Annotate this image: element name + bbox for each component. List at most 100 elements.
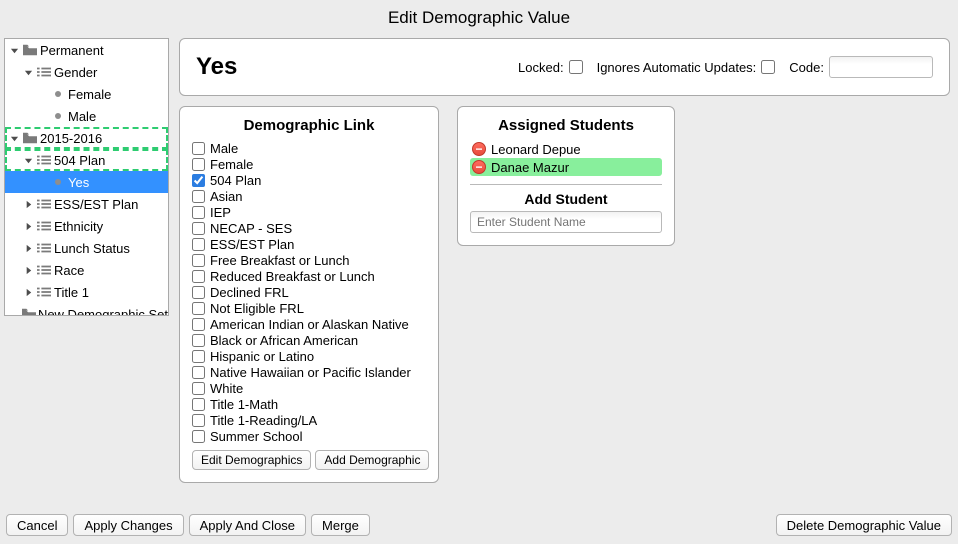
demographic-link-checkbox[interactable] (192, 382, 205, 395)
demographic-link-item[interactable]: NECAP - SES (192, 220, 426, 236)
add-demographic-button[interactable]: Add Demographic (315, 450, 429, 470)
demographic-link-item[interactable]: IEP (192, 204, 426, 220)
header-panel: Yes Locked: Ignores Automatic Updates: C… (179, 38, 950, 96)
demographic-link-item[interactable]: Black or African American (192, 332, 426, 348)
tree-row[interactable]: Race (5, 259, 168, 281)
chevron-right-icon[interactable] (23, 287, 34, 298)
code-input[interactable] (829, 56, 933, 78)
cancel-button[interactable]: Cancel (6, 514, 68, 536)
demographic-link-item[interactable]: White (192, 380, 426, 396)
demographic-link-label: Summer School (210, 429, 302, 444)
demographic-link-label: Not Eligible FRL (210, 301, 304, 316)
apply-changes-button[interactable]: Apply Changes (73, 514, 183, 536)
add-student-input[interactable] (470, 211, 662, 233)
remove-student-icon[interactable]: − (472, 142, 486, 156)
chevron-down-icon[interactable] (9, 133, 20, 144)
demographic-link-checkbox[interactable] (192, 142, 205, 155)
demographic-link-checkbox[interactable] (192, 158, 205, 171)
remove-student-icon[interactable]: − (472, 160, 486, 174)
tree-row[interactable]: Permanent (5, 39, 168, 61)
tree-row[interactable]: Gender (5, 61, 168, 83)
demographic-link-checkbox[interactable] (192, 174, 205, 187)
merge-button[interactable]: Merge (311, 514, 370, 536)
locked-checkbox[interactable] (569, 60, 583, 74)
folder-icon (21, 308, 36, 316)
demographic-link-checkbox[interactable] (192, 350, 205, 363)
demographic-link-checkbox[interactable] (192, 334, 205, 347)
demographic-link-label: Asian (210, 189, 243, 204)
demographic-link-checkbox[interactable] (192, 206, 205, 219)
tree-row[interactable]: ESS/EST Plan (5, 193, 168, 215)
assigned-students-list: −Leonard Depue−Danae Mazur (470, 140, 662, 176)
demographic-link-item[interactable]: 504 Plan (192, 172, 426, 188)
apply-and-close-button[interactable]: Apply And Close (189, 514, 306, 536)
demographic-link-label: NECAP - SES (210, 221, 292, 236)
chevron-down-icon[interactable] (23, 67, 34, 78)
chevron-down-icon[interactable] (9, 45, 20, 56)
tree-row[interactable]: New Demographic Set (5, 303, 168, 316)
tree-row[interactable]: 2015-2016 (5, 127, 168, 149)
demographic-link-label: Female (210, 157, 253, 172)
tree-row[interactable]: Male (5, 105, 168, 127)
student-row[interactable]: −Leonard Depue (470, 140, 662, 158)
demographic-link-checkbox[interactable] (192, 318, 205, 331)
chevron-down-icon[interactable] (23, 155, 34, 166)
tree-row[interactable]: Title 1 (5, 281, 168, 303)
demographic-link-item[interactable]: Not Eligible FRL (192, 300, 426, 316)
demographic-link-item[interactable]: Summer School (192, 428, 426, 444)
demographic-link-label: Reduced Breakfast or Lunch (210, 269, 375, 284)
demographic-link-checkbox[interactable] (192, 254, 205, 267)
demographic-link-item[interactable]: Male (192, 140, 426, 156)
bullet-icon (50, 179, 66, 185)
tree-label: Male (68, 109, 96, 124)
chevron-right-icon[interactable] (23, 265, 34, 276)
demographic-link-label: Black or African American (210, 333, 358, 348)
demographic-link-item[interactable]: Declined FRL (192, 284, 426, 300)
demographic-link-checkbox[interactable] (192, 270, 205, 283)
main-body: PermanentGenderFemaleMale2015-2016504 Pl… (0, 34, 958, 510)
footer: Cancel Apply Changes Apply And Close Mer… (0, 510, 958, 544)
demographic-link-item[interactable]: Title 1-Reading/LA (192, 412, 426, 428)
demographic-link-label: Hispanic or Latino (210, 349, 314, 364)
demographic-link-item[interactable]: Native Hawaiian or Pacific Islander (192, 364, 426, 380)
tree-label: Lunch Status (54, 241, 130, 256)
demographic-link-item[interactable]: Asian (192, 188, 426, 204)
student-name: Danae Mazur (491, 160, 569, 175)
add-student-heading: Add Student (470, 191, 662, 207)
tree-row[interactable]: Lunch Status (5, 237, 168, 259)
demographic-link-checkbox[interactable] (192, 238, 205, 251)
tree-row[interactable]: Ethnicity (5, 215, 168, 237)
ignores-checkbox[interactable] (761, 60, 775, 74)
student-row[interactable]: −Danae Mazur (470, 158, 662, 176)
demographic-link-label: 504 Plan (210, 173, 261, 188)
demographic-link-checkbox[interactable] (192, 398, 205, 411)
tree-label: Gender (54, 65, 97, 80)
demographic-link-checkbox[interactable] (192, 302, 205, 315)
edit-demographics-button[interactable]: Edit Demographics (192, 450, 311, 470)
demographic-link-label: Title 1-Math (210, 397, 278, 412)
disclosure-none (37, 111, 48, 122)
demographic-link-checkbox[interactable] (192, 414, 205, 427)
chevron-right-icon[interactable] (23, 243, 34, 254)
demographic-link-label: White (210, 381, 243, 396)
demographic-link-item[interactable]: American Indian or Alaskan Native (192, 316, 426, 332)
demographic-link-label: Title 1-Reading/LA (210, 413, 317, 428)
tree-row[interactable]: 504 Plan (5, 149, 168, 171)
demographic-link-checkbox[interactable] (192, 430, 205, 443)
chevron-right-icon[interactable] (23, 199, 34, 210)
chevron-right-icon[interactable] (23, 221, 34, 232)
demographic-link-item[interactable]: Title 1-Math (192, 396, 426, 412)
tree-row[interactable]: Female (5, 83, 168, 105)
demographic-link-item[interactable]: Female (192, 156, 426, 172)
demographic-link-item[interactable]: Hispanic or Latino (192, 348, 426, 364)
app-root: { "title": "Edit Demographic Value", "co… (0, 0, 958, 544)
demographic-link-checkbox[interactable] (192, 366, 205, 379)
demographic-link-item[interactable]: Free Breakfast or Lunch (192, 252, 426, 268)
demographic-link-item[interactable]: ESS/EST Plan (192, 236, 426, 252)
tree-row[interactable]: Yes (5, 171, 168, 193)
demographic-link-checkbox[interactable] (192, 222, 205, 235)
demographic-link-item[interactable]: Reduced Breakfast or Lunch (192, 268, 426, 284)
demographic-link-checkbox[interactable] (192, 190, 205, 203)
demographic-link-checkbox[interactable] (192, 286, 205, 299)
delete-demographic-value-button[interactable]: Delete Demographic Value (776, 514, 952, 536)
